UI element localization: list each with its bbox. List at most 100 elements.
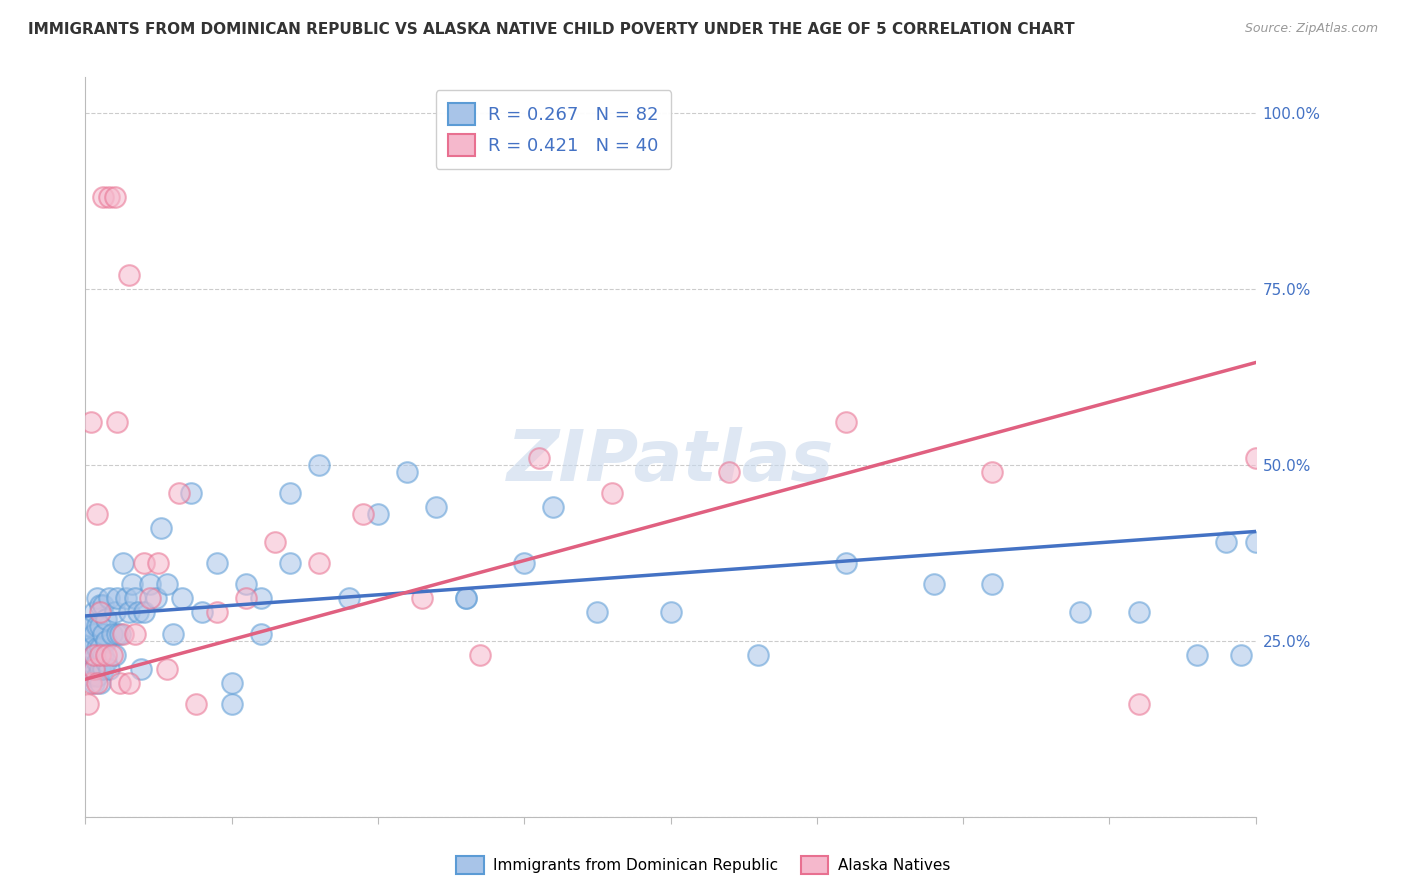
Point: [659, 606, 682, 620]
Point: [107, 591, 129, 606]
Point: [80, 619, 103, 633]
Point: [80, 640, 103, 655]
Point: [89, 648, 111, 662]
Point: [981, 465, 1004, 479]
Point: [337, 591, 360, 606]
Point: [107, 626, 129, 640]
Point: [83, 648, 105, 662]
Point: [86, 507, 108, 521]
Point: [367, 507, 389, 521]
Point: [205, 556, 228, 570]
Point: [470, 648, 492, 662]
Point: [1069, 606, 1091, 620]
Point: [94, 633, 117, 648]
Point: [747, 648, 769, 662]
Point: [586, 606, 609, 620]
Point: [94, 655, 117, 669]
Point: [94, 612, 117, 626]
Point: [191, 606, 214, 620]
Point: [221, 675, 243, 690]
Point: [118, 675, 141, 690]
Text: IMMIGRANTS FROM DOMINICAN REPUBLIC VS ALASKA NATIVE CHILD POVERTY UNDER THE AGE : IMMIGRANTS FROM DOMINICAN REPUBLIC VS AL…: [28, 22, 1074, 37]
Point: [77, 662, 100, 676]
Point: [118, 268, 141, 282]
Point: [132, 606, 155, 620]
Point: [86, 675, 108, 690]
Point: [86, 669, 108, 683]
Point: [97, 190, 120, 204]
Point: [264, 535, 287, 549]
Point: [83, 675, 105, 690]
Point: [1244, 450, 1267, 465]
Point: [527, 450, 550, 465]
Point: [186, 697, 208, 711]
Point: [89, 640, 111, 655]
Point: [922, 577, 945, 591]
Point: [308, 556, 330, 570]
Point: [83, 648, 105, 662]
Point: [80, 415, 103, 429]
Point: [97, 591, 120, 606]
Point: [411, 591, 433, 606]
Legend: Immigrants from Dominican Republic, Alaska Natives: Immigrants from Dominican Republic, Alas…: [450, 850, 956, 880]
Point: [1230, 648, 1253, 662]
Point: [103, 606, 125, 620]
Point: [543, 500, 565, 514]
Text: ZIPatlas: ZIPatlas: [506, 427, 834, 496]
Point: [91, 648, 114, 662]
Text: Source: ZipAtlas.com: Source: ZipAtlas.com: [1244, 22, 1378, 36]
Point: [138, 591, 160, 606]
Point: [235, 577, 257, 591]
Point: [127, 606, 149, 620]
Point: [132, 556, 155, 570]
Legend: R = 0.267   N = 82, R = 0.421   N = 40: R = 0.267 N = 82, R = 0.421 N = 40: [436, 90, 671, 169]
Point: [835, 415, 858, 429]
Point: [80, 655, 103, 669]
Point: [148, 556, 170, 570]
Point: [454, 591, 477, 606]
Point: [83, 662, 105, 676]
Point: [981, 577, 1004, 591]
Point: [103, 190, 125, 204]
Point: [162, 626, 184, 640]
Point: [77, 619, 100, 633]
Point: [83, 626, 105, 640]
Point: [180, 485, 202, 500]
Point: [1187, 648, 1209, 662]
Point: [1128, 697, 1150, 711]
Point: [110, 675, 132, 690]
Point: [425, 500, 447, 514]
Point: [156, 577, 179, 591]
Point: [77, 697, 100, 711]
Point: [600, 485, 623, 500]
Point: [103, 648, 125, 662]
Point: [89, 662, 111, 676]
Point: [167, 485, 190, 500]
Point: [1128, 606, 1150, 620]
Point: [91, 599, 114, 613]
Point: [124, 591, 146, 606]
Point: [91, 626, 114, 640]
Point: [100, 626, 122, 640]
Point: [718, 465, 741, 479]
Point: [83, 662, 105, 676]
Point: [118, 606, 141, 620]
Point: [396, 465, 419, 479]
Point: [77, 640, 100, 655]
Point: [89, 675, 111, 690]
Point: [205, 606, 228, 620]
Point: [115, 591, 138, 606]
Point: [94, 648, 117, 662]
Point: [80, 675, 103, 690]
Point: [145, 591, 167, 606]
Point: [156, 662, 179, 676]
Point: [352, 507, 374, 521]
Point: [1215, 535, 1237, 549]
Point: [91, 190, 114, 204]
Point: [138, 577, 160, 591]
Point: [170, 591, 193, 606]
Point: [110, 626, 132, 640]
Point: [250, 626, 273, 640]
Point: [89, 619, 111, 633]
Point: [150, 521, 173, 535]
